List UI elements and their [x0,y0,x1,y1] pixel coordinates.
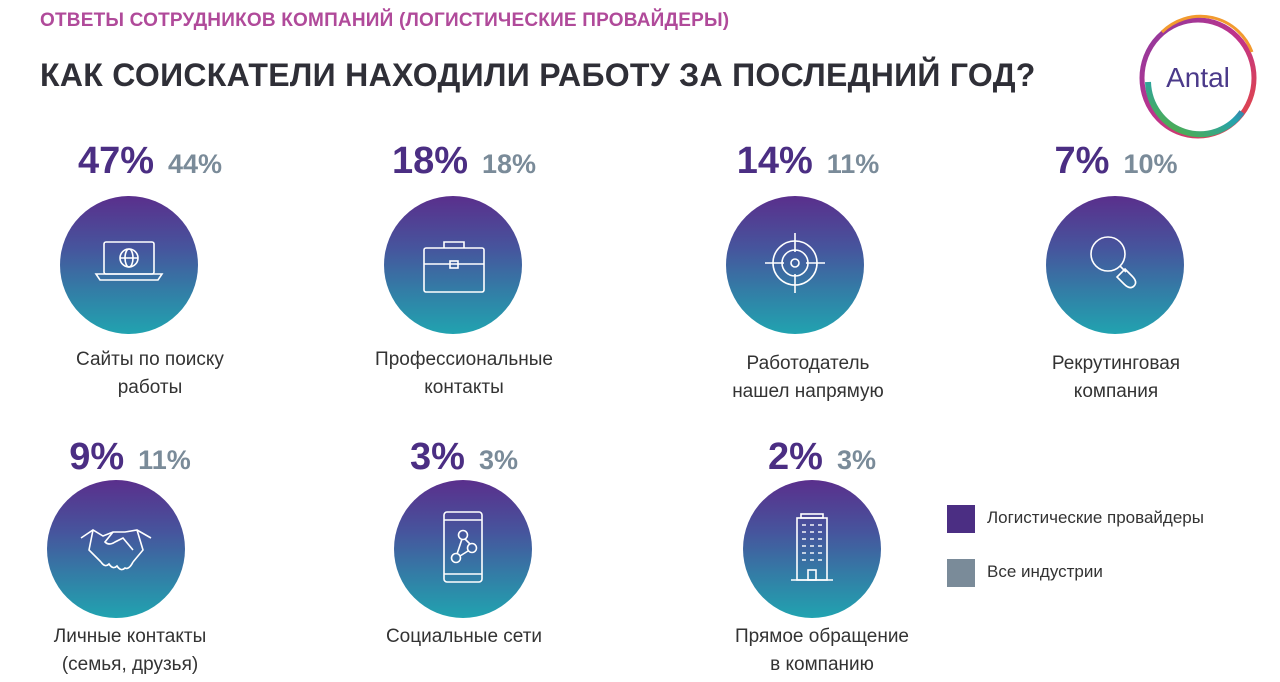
item-label: Социальные сети [385,626,543,647]
icon-circle [726,196,864,334]
legend-swatch-logistics [947,505,975,533]
logistics-value: 7% [1054,140,1110,182]
values-row: 2% 3% [672,436,972,479]
logistics-value: 47% [77,140,154,182]
briefcase-icon [423,241,485,293]
all-industries-value: 11% [138,445,191,475]
smartphone-network-icon [443,511,483,583]
item-label: Личные контакты (семья, друзья) [53,626,207,675]
office-building-icon [791,513,833,581]
icon-circle [743,480,881,618]
svg-text:Antal: Antal [1166,62,1230,93]
all-industries-value: 18% [482,149,537,179]
all-industries-value: 44% [168,149,223,179]
chart-subtitle: ОТВЕТЫ СОТРУДНИКОВ КОМПАНИЙ (ЛОГИСТИЧЕСК… [40,10,730,31]
magnifier-icon [1090,236,1137,289]
values-row: 14% 11% [658,140,958,183]
item-label: Профессиональные контакты [375,349,553,398]
all-industries-value: 3% [478,445,518,475]
all-industries-value: 11% [826,149,880,179]
icon-circle [384,196,522,334]
chart-title: КАК СОИСКАТЕЛИ НАХОДИЛИ РАБОТУ ЗА ПОСЛЕД… [40,57,1036,93]
all-industries-value: 3% [836,445,876,475]
item-label: Рекрутинговая компания [1051,353,1181,402]
logistics-value: 2% [768,436,823,478]
all-industries-value: 10% [1123,149,1178,179]
logistics-value: 14% [736,140,813,182]
icon-circle [394,480,532,618]
values-row: 18% 18% [314,140,614,183]
item-label: Прямое обращение в компанию [734,626,909,675]
logistics-value: 3% [410,436,465,478]
handshake-icon [80,529,152,571]
item-label: Работодатель нашел напрямую [732,353,884,402]
legend-swatch-all-industries [947,559,975,587]
values-row: 9% 11% [0,436,280,479]
values-row: 3% 3% [314,436,614,479]
target-icon [765,233,825,293]
icon-circle [60,196,198,334]
values-row: 7% 10% [966,140,1266,183]
logistics-value: 18% [391,140,468,182]
legend-label: Все индустрии [987,562,1103,581]
item-label: Сайты по поиску работы [76,349,224,398]
icon-circle [1046,196,1184,334]
icon-circle [47,480,185,618]
logistics-value: 9% [69,436,125,478]
legend-label: Логистические провайдеры [987,508,1204,527]
laptop-globe-icon [94,241,164,281]
antal-logo: Antal [1139,14,1257,139]
values-row: 47% 44% [0,140,300,183]
